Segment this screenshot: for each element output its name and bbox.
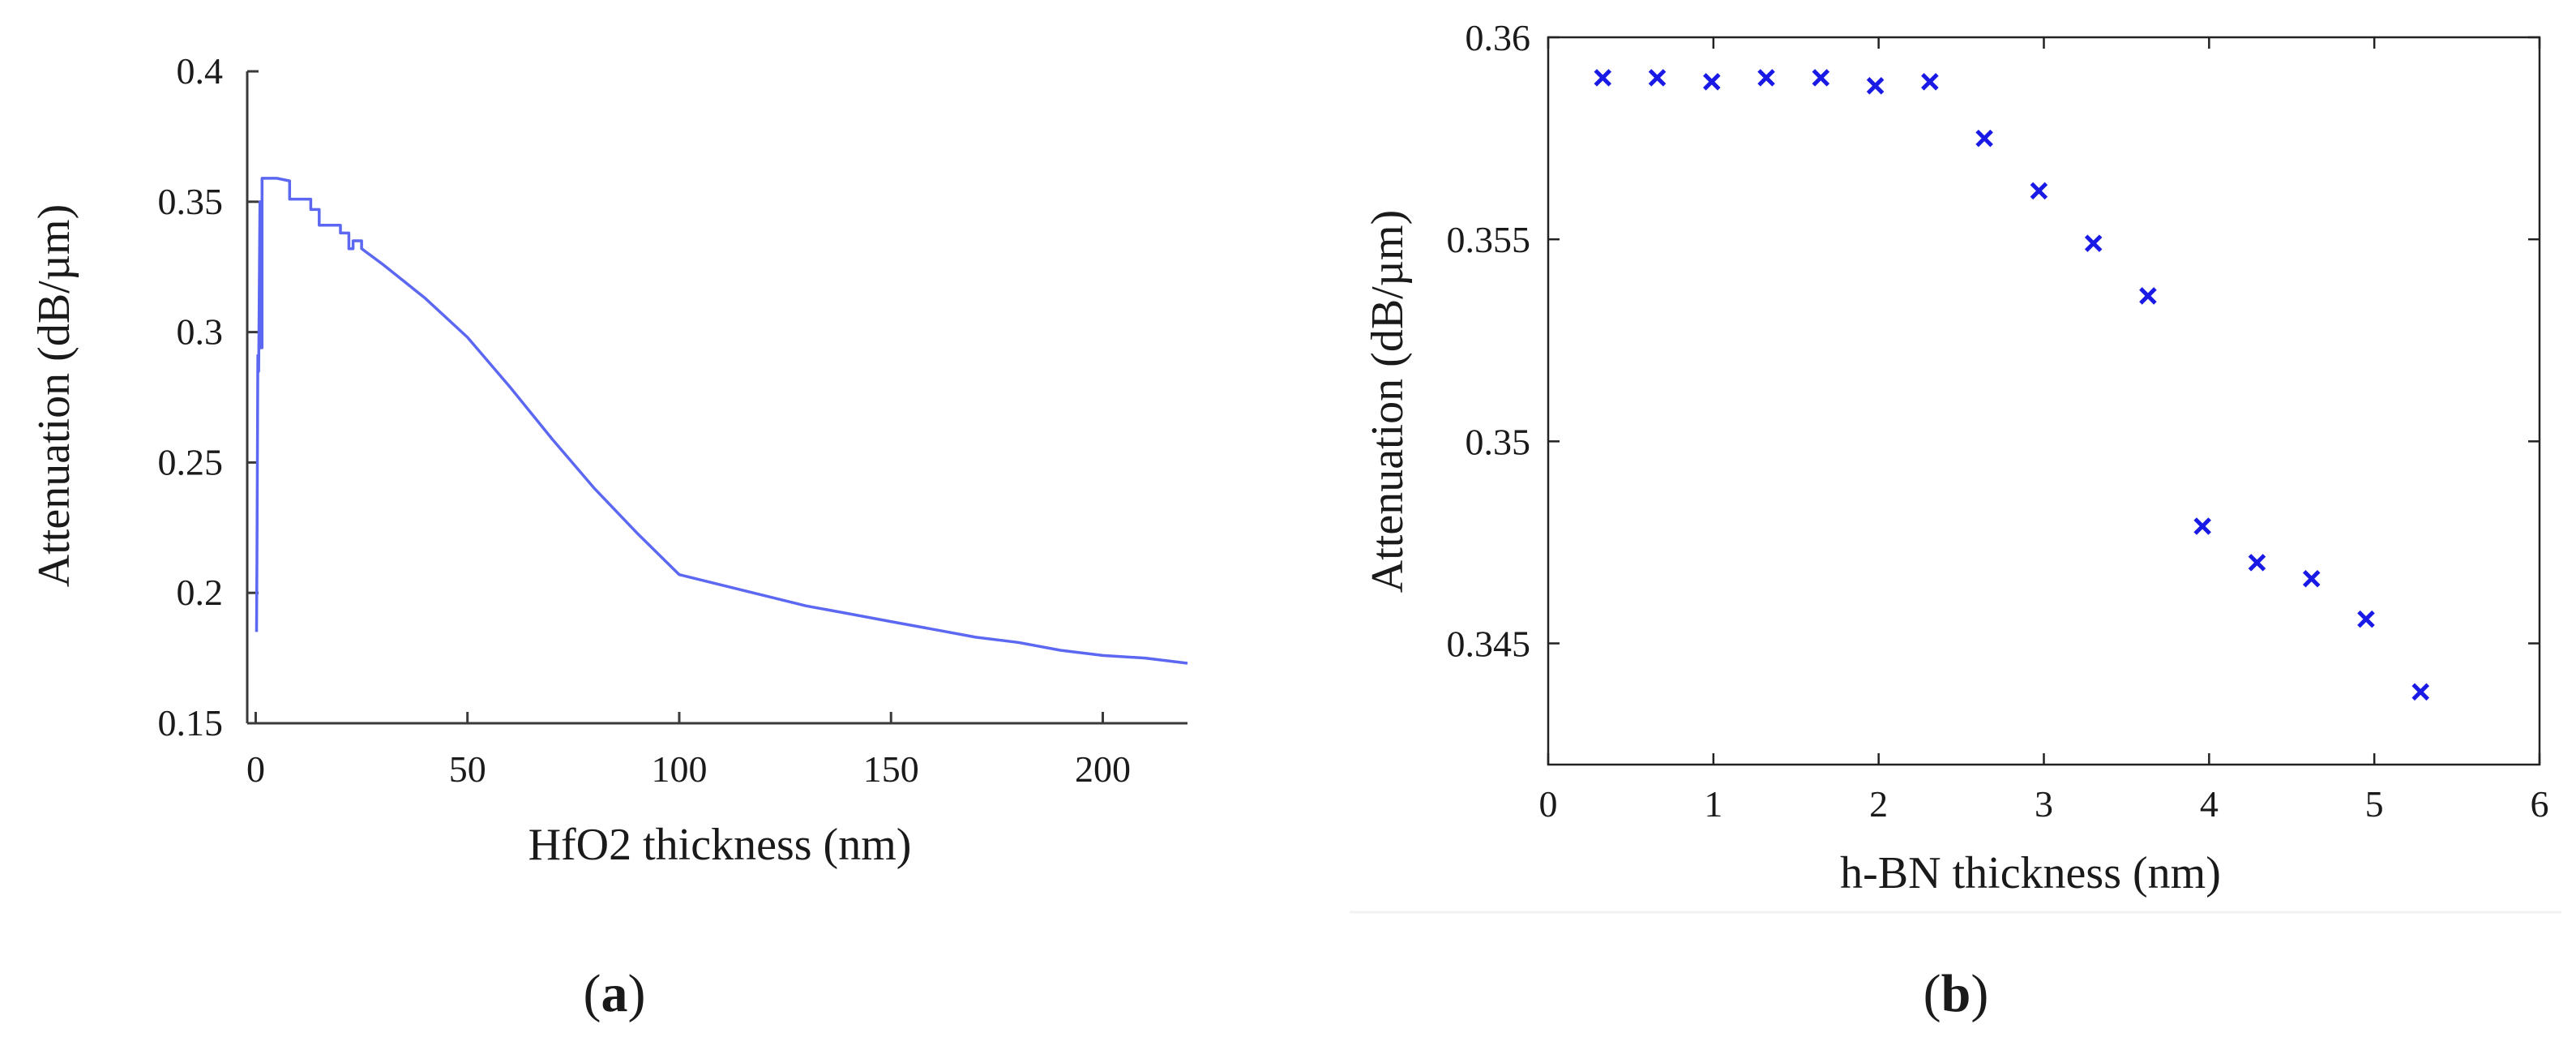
panel-b-y-tick-label: 0.345 bbox=[1447, 624, 1531, 665]
panel-b-x-tick-label: 5 bbox=[2365, 783, 2384, 825]
panel-b-marker-stroke bbox=[2139, 287, 2157, 305]
panel-b-marker-stroke bbox=[2411, 683, 2430, 701]
panel-a-attenuation-vs-hfo2: 0.15 0.2 0.25 0.3 0.35 0.4 0 50 100 150 200 HfO2 t… bbox=[29, 50, 1188, 1023]
panel-a-y-tick-label: 0.4 bbox=[177, 50, 224, 92]
panel-b-y-axis-label: Attenuation (dB/µm) bbox=[1363, 210, 1413, 593]
panel-a-x-tick-label: 150 bbox=[863, 748, 919, 790]
panel-b-attenuation-vs-hbn: 0.345 0.35 0.355 0.36 0 1 2 3 4 5 6 h-BN thickness… bbox=[1350, 17, 2561, 1023]
panel-a-plot-area bbox=[255, 177, 1188, 665]
panel-b-marker-stroke bbox=[2302, 569, 2321, 588]
panel-b-x-tick-label: 0 bbox=[1539, 783, 1558, 825]
panel-a-x-tick-label: 200 bbox=[1075, 748, 1131, 790]
panel-b-marker-stroke bbox=[1866, 77, 1885, 95]
panel-b-data-point bbox=[1921, 73, 1939, 91]
panel-a-y-tick-label: 0.25 bbox=[158, 441, 224, 482]
panel-a-y-tick-label: 0.15 bbox=[158, 702, 224, 744]
panel-b-x-tick-label: 3 bbox=[2035, 783, 2053, 825]
panel-b-data-point bbox=[1975, 129, 1993, 148]
panel-b-marker-stroke bbox=[2357, 610, 2375, 628]
panel-b-data-point bbox=[2248, 554, 2266, 572]
panel-b-marker-stroke bbox=[1594, 69, 1612, 87]
panel-b-axes bbox=[1547, 36, 2541, 766]
panel-b-data-point bbox=[1866, 77, 1885, 95]
panel-b-marker-stroke bbox=[2030, 182, 2048, 200]
panel-b-marker-stroke bbox=[1703, 73, 1721, 91]
panel-b-x-tick-label: 1 bbox=[1704, 783, 1722, 825]
panel-a-series-line bbox=[255, 177, 1188, 665]
panel-a-x-axis-label: HfO2 thickness (nm) bbox=[528, 820, 912, 870]
panel-a-x-tick-label: 100 bbox=[651, 748, 707, 790]
panel-b-y-tick-label: 0.355 bbox=[1447, 219, 1531, 260]
panel-b-tick-labels: 0.345 0.35 0.355 0.36 0 1 2 3 4 5 6 bbox=[1447, 17, 2549, 825]
panel-a-caption: (a) bbox=[584, 964, 646, 1023]
panel-b-caption: (b) bbox=[1923, 964, 1989, 1023]
panel-b-x-axis-label: h-BN thickness (nm) bbox=[1840, 848, 2221, 898]
panel-b-plot-area bbox=[1594, 69, 2430, 701]
panel-b-data-point bbox=[1812, 69, 1830, 87]
panel-b-data-point bbox=[2411, 683, 2430, 701]
panel-b-data-point bbox=[1703, 73, 1721, 91]
panel-a-y-tick-label: 0.2 bbox=[177, 572, 224, 613]
panel-b-data-point bbox=[2139, 287, 2157, 305]
panel-a-x-tick-label: 0 bbox=[246, 748, 265, 790]
panel-b-marker-stroke bbox=[1975, 129, 1993, 148]
panel-b-data-point bbox=[2302, 569, 2321, 588]
panel-b-data-point bbox=[1594, 69, 1612, 87]
panel-a-caption-letter: a bbox=[601, 964, 628, 1023]
panel-b-marker-stroke bbox=[1757, 69, 1775, 87]
panel-a-tick-labels: 0.15 0.2 0.25 0.3 0.35 0.4 0 50 100 150 200 bbox=[158, 50, 1131, 790]
panel-b-y-tick-label: 0.36 bbox=[1466, 17, 1531, 58]
panel-b-data-point bbox=[2193, 517, 2211, 535]
panel-b-data-point bbox=[2030, 182, 2048, 200]
panel-b-marker-stroke bbox=[1921, 73, 1939, 91]
panel-a-y-axis-label: Attenuation (dB/µm) bbox=[29, 204, 79, 587]
panel-b-data-point bbox=[1648, 69, 1667, 87]
panel-a-y-tick-label: 0.3 bbox=[177, 311, 224, 353]
panel-b-marker-stroke bbox=[2248, 554, 2266, 572]
panel-b-caption-letter: b bbox=[1941, 964, 1971, 1023]
panel-a-x-tick-label: 50 bbox=[449, 748, 486, 790]
panel-b-x-tick-label: 2 bbox=[1869, 783, 1888, 825]
panel-b-y-tick-label: 0.35 bbox=[1466, 421, 1531, 462]
panel-a-y-tick-label: 0.35 bbox=[158, 181, 224, 222]
panel-b-marker-stroke bbox=[1812, 69, 1830, 87]
panel-b-marker-stroke bbox=[1648, 69, 1667, 87]
panel-b-data-point bbox=[2084, 234, 2103, 252]
panel-b-x-tick-label: 6 bbox=[2531, 783, 2549, 825]
panel-b-data-point bbox=[2357, 610, 2375, 628]
panel-b-data-point bbox=[1757, 69, 1775, 87]
panel-b-marker-stroke bbox=[2084, 234, 2103, 252]
panel-b-axes-box bbox=[1547, 36, 2541, 766]
panel-b-marker-stroke bbox=[2193, 517, 2211, 535]
panel-b-x-tick-label: 4 bbox=[2200, 783, 2219, 825]
panel-a-axes bbox=[246, 70, 1187, 725]
